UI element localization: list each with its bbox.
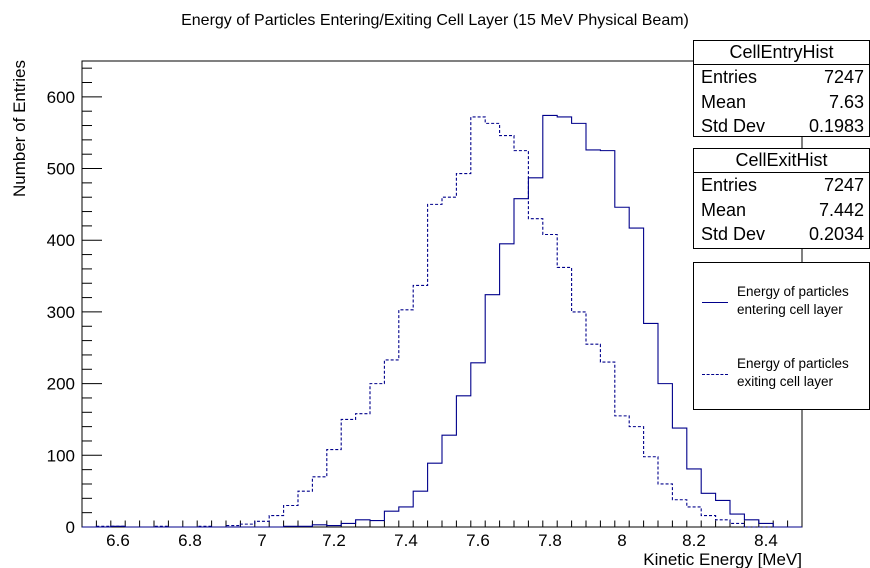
legend-entry-exiting: Energy of particles exiting cell layer (694, 355, 870, 395)
stat-value: 0.1983 (808, 116, 864, 136)
legend-entering-line2: entering cell layer (737, 302, 843, 317)
entry-stats-title: CellEntryHist (694, 41, 869, 65)
x-tick-label: 7.2 (322, 531, 346, 550)
legend-exiting-line1: Energy of particles (737, 356, 849, 371)
entry-stats-box: CellEntryHist Entries 7247 Mean 7.63 Std… (693, 40, 870, 137)
stat-label: Std Dev (701, 224, 766, 244)
stat-value: 0.2034 (808, 224, 864, 244)
legend: Energy of particles entering cell layer … (693, 262, 870, 410)
exit-stats-box: CellExitHist Entries 7247 Mean 7.442 Std… (693, 148, 870, 249)
exit-stats-title: CellExitHist (694, 149, 869, 173)
y-tick-label: 300 (47, 303, 75, 322)
y-tick-label: 600 (47, 88, 75, 107)
entry-stats-row-stddev: Std Dev 0.1983 (694, 114, 869, 139)
x-tick-label: 7 (257, 531, 266, 550)
stat-label: Mean (701, 199, 747, 220)
exiting-histogram-line (82, 116, 802, 528)
y-tick-label: 100 (47, 446, 75, 465)
y-tick-label: 500 (47, 160, 75, 179)
y-tick-label: 0 (66, 518, 75, 537)
stat-value: 7.63 (828, 91, 864, 112)
y-tick-label: 400 (47, 231, 75, 250)
x-tick-label: 8.4 (754, 531, 778, 550)
stat-value: 7.442 (818, 199, 864, 220)
x-tick-label: 8.2 (682, 531, 706, 550)
stat-label: Entries (701, 67, 758, 87)
legend-entry-entering: Energy of particles entering cell layer (694, 283, 870, 323)
x-tick-label: 7.6 (466, 531, 490, 550)
exit-stats-row-stddev: Std Dev 0.2034 (694, 222, 869, 247)
series-layer (82, 114, 802, 528)
y-tick-label: 200 (47, 375, 75, 394)
stat-label: Mean (701, 91, 747, 112)
x-tick-label: 7.4 (394, 531, 418, 550)
x-tick-label: 7.8 (538, 531, 562, 550)
x-tick-label: 6.8 (178, 531, 202, 550)
stat-value: 7247 (823, 175, 864, 195)
exit-stats-row-entries: Entries 7247 (694, 173, 869, 198)
entry-stats-row-entries: Entries 7247 (694, 65, 869, 90)
entry-stats-row-mean: Mean 7.63 (694, 90, 869, 115)
legend-entering-line1: Energy of particles (737, 284, 849, 299)
axes-group: 6.6 6.8 7 7.2 7.4 7.6 7.8 8 8.2 8.4 0 100 200 300 400 5… (47, 60, 803, 550)
y-axis-label: Number of Entries (10, 60, 29, 197)
stat-label: Entries (701, 175, 758, 195)
stat-value: 7247 (823, 67, 864, 87)
entering-histogram-line (82, 114, 802, 528)
stat-label: Std Dev (701, 116, 766, 136)
legend-exiting-line2: exiting cell layer (737, 374, 834, 389)
chart-title: Energy of Particles Entering/Exiting Cel… (181, 12, 689, 29)
legend-dashed-line-swatch (702, 374, 728, 375)
x-axis-label: Kinetic Energy [MeV] (643, 550, 802, 568)
exit-stats-row-mean: Mean 7.442 (694, 198, 869, 223)
x-tick-label: 6.6 (106, 531, 130, 550)
legend-solid-line-swatch (702, 302, 728, 303)
x-tick-label: 8 (617, 531, 626, 550)
